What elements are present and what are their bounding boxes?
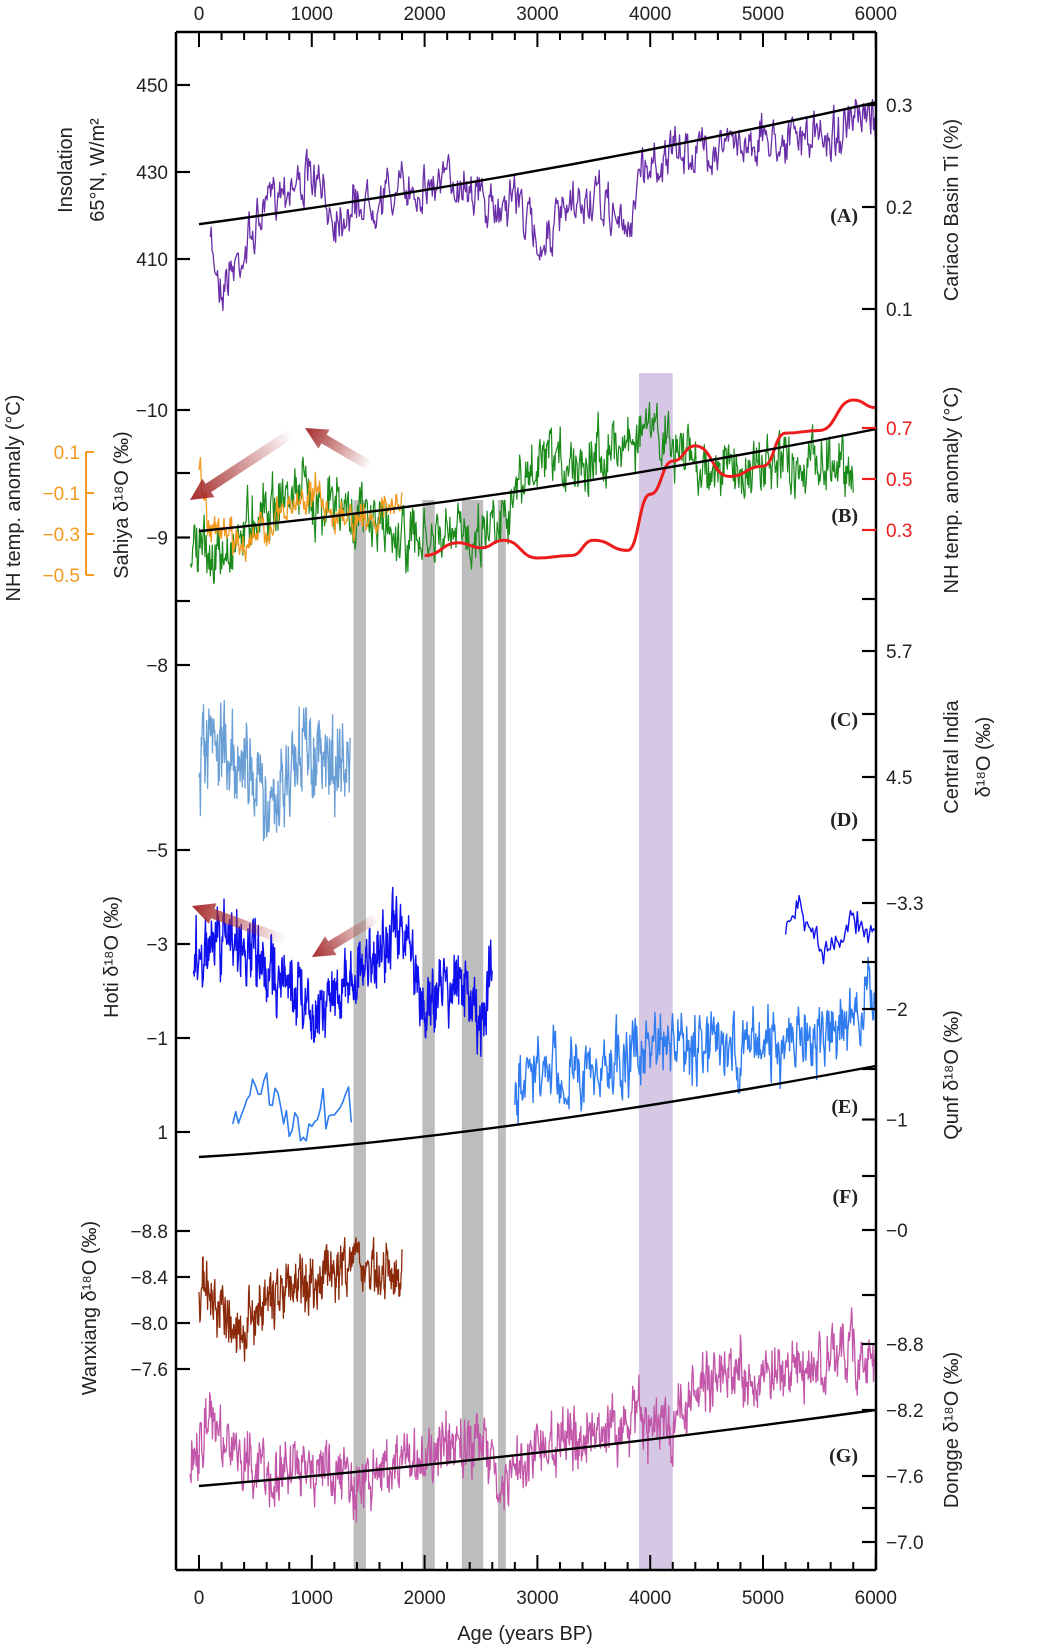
panel-label-D: (D) bbox=[830, 809, 858, 831]
right-tick-label-D: −3.3 bbox=[886, 894, 924, 915]
x-tick-label-bottom: 3000 bbox=[516, 1588, 558, 1609]
x-tick-label-bottom: 6000 bbox=[855, 1588, 897, 1609]
x-tick-label-top: 1000 bbox=[291, 4, 333, 25]
right-tick-label-A: 0.1 bbox=[886, 300, 912, 321]
data-series bbox=[189, 98, 877, 1523]
right-tick-label-G: −7.0 bbox=[886, 1533, 924, 1554]
trend-insolation bbox=[198, 101, 877, 226]
right-tick-label-G: −8.8 bbox=[886, 1335, 924, 1356]
left-tick-label-A: 450 bbox=[136, 76, 168, 97]
trend-dongge bbox=[198, 1408, 876, 1488]
arrow-b-left bbox=[190, 428, 295, 500]
left-tick-label-F: −8.4 bbox=[130, 1268, 168, 1289]
series-qunf-early bbox=[232, 1072, 353, 1142]
right-tick-label-B: 0.5 bbox=[886, 470, 912, 491]
series-dongge bbox=[189, 1307, 877, 1523]
left-axis-title-insolation-2: 65°N, W/m² bbox=[87, 118, 109, 222]
panel-label-F: (F) bbox=[832, 1186, 858, 1208]
right-axis-title-central-india-1: Central India bbox=[941, 699, 963, 813]
series-nh-temp-holocene bbox=[424, 398, 876, 560]
left-tick-label-B: −9 bbox=[146, 529, 168, 550]
series-central-india bbox=[198, 700, 351, 842]
right-tick-label-E: −0 bbox=[886, 1221, 908, 1242]
right-axis-title-qunf: Qunf δ¹⁸O (‰) bbox=[941, 1010, 963, 1140]
right-axis-title-nh-temp: NH temp. anomaly (°C) bbox=[941, 387, 963, 594]
series-hoti-older bbox=[784, 894, 876, 965]
right-axis-title-dongge: Dongge δ¹⁸O (‰) bbox=[941, 1352, 963, 1508]
arrow-d-left bbox=[192, 903, 287, 945]
series-qunf bbox=[514, 956, 877, 1126]
orange-tick-label: −0.3 bbox=[42, 525, 80, 546]
axes-frame bbox=[85, 30, 878, 1572]
left-tick-label-D: −3 bbox=[146, 935, 168, 956]
shade-4.2-ka-event bbox=[638, 373, 673, 1570]
panel-label-B: (B) bbox=[831, 505, 858, 527]
left-axis-title-sahiya: Sahiya δ¹⁸O (‰) bbox=[111, 431, 133, 578]
right-tick-label-G: −7.6 bbox=[886, 1467, 924, 1488]
left-tick-label-A: 410 bbox=[136, 250, 168, 271]
left-tick-label-F: −7.6 bbox=[130, 1360, 168, 1381]
orange-tick-label: −0.1 bbox=[42, 484, 80, 505]
x-tick-label-bottom: 5000 bbox=[742, 1588, 784, 1609]
left-tick-label-D: −1 bbox=[146, 1029, 168, 1050]
trend-sahiya bbox=[198, 427, 877, 533]
panel-label-C: (C) bbox=[830, 709, 858, 731]
shaded-intervals bbox=[353, 373, 673, 1570]
right-axis-title-central-india-2: δ¹⁸O (‰) bbox=[973, 717, 995, 798]
panel-label-G: (G) bbox=[829, 1445, 858, 1467]
annotation-arrows bbox=[190, 428, 381, 957]
orange-tick-label: −0.5 bbox=[42, 566, 80, 587]
trend-qunf bbox=[198, 1064, 877, 1159]
x-tick-label-bottom: 0 bbox=[194, 1588, 205, 1609]
x-tick-label-top: 3000 bbox=[516, 4, 558, 25]
right-tick-label-E: −1 bbox=[886, 1111, 908, 1132]
left-tick-label-D: −5 bbox=[146, 841, 168, 862]
left-tick-label-D: 1 bbox=[157, 1123, 168, 1144]
x-tick-label-bottom: 1000 bbox=[291, 1588, 333, 1609]
x-tick-label-top: 6000 bbox=[855, 4, 897, 25]
orange-tick-label: 0.1 bbox=[54, 443, 80, 464]
axis-labels: 0 0 1000 1000 2000 2000 3000 3000 4000 4000 5000 50… bbox=[3, 4, 995, 1645]
arrow-d-down bbox=[312, 912, 381, 957]
left-axis-title-insolation-1: Insolation bbox=[55, 127, 77, 213]
right-tick-label-B: 0.7 bbox=[886, 419, 912, 440]
left-tick-label-F: −8.8 bbox=[130, 1222, 168, 1243]
right-tick-label-A: 0.2 bbox=[886, 198, 912, 219]
series-wanxiang bbox=[198, 1236, 403, 1362]
x-tick-label-top: 4000 bbox=[629, 4, 671, 25]
left-tick-label-B: −8 bbox=[146, 656, 168, 677]
right-axis-title-cariaco: Cariaco Basin Ti (%) bbox=[941, 119, 963, 301]
shade-dry-event-3 bbox=[461, 500, 484, 1570]
right-tick-label-A: 0.3 bbox=[886, 96, 912, 117]
x-tick-label-top: 0 bbox=[194, 4, 205, 25]
panel-label-A: (A) bbox=[830, 205, 858, 227]
left-axis-title-nh-temp: NH temp. anomaly (°C) bbox=[3, 395, 25, 602]
x-tick-label-top: 5000 bbox=[742, 4, 784, 25]
x-tick-label-bottom: 4000 bbox=[629, 1588, 671, 1609]
series-nh-temp-2ka bbox=[198, 456, 403, 562]
right-tick-label-B: 0.3 bbox=[886, 521, 912, 542]
left-tick-label-A: 430 bbox=[136, 163, 168, 184]
panel-label-E: (E) bbox=[831, 1096, 858, 1118]
series-hoti bbox=[192, 886, 493, 1057]
right-tick-label-G: −8.2 bbox=[886, 1401, 924, 1422]
right-tick-label-E: −2 bbox=[886, 1000, 908, 1021]
right-tick-label-C: 5.7 bbox=[886, 642, 912, 663]
left-axis-title-wanxiang: Wanxiang δ¹⁸O (‰) bbox=[79, 1221, 101, 1395]
shade-dry-event-2 bbox=[422, 500, 435, 1570]
left-tick-label-B: −10 bbox=[136, 401, 168, 422]
x-tick-label-top: 2000 bbox=[403, 4, 445, 25]
arrow-b-up bbox=[305, 428, 373, 471]
right-tick-label-C: 4.5 bbox=[886, 768, 912, 789]
x-axis-title: Age (years BP) bbox=[457, 1623, 593, 1645]
shade-dry-event-4 bbox=[497, 500, 506, 1570]
left-axis-title-hoti: Hoti δ¹⁸O (‰) bbox=[101, 896, 123, 1018]
x-tick-label-bottom: 2000 bbox=[403, 1588, 445, 1609]
shade-dry-event-1 bbox=[353, 500, 366, 1570]
left-tick-label-F: −8.0 bbox=[130, 1314, 168, 1335]
series-cariaco-ti bbox=[209, 98, 876, 311]
